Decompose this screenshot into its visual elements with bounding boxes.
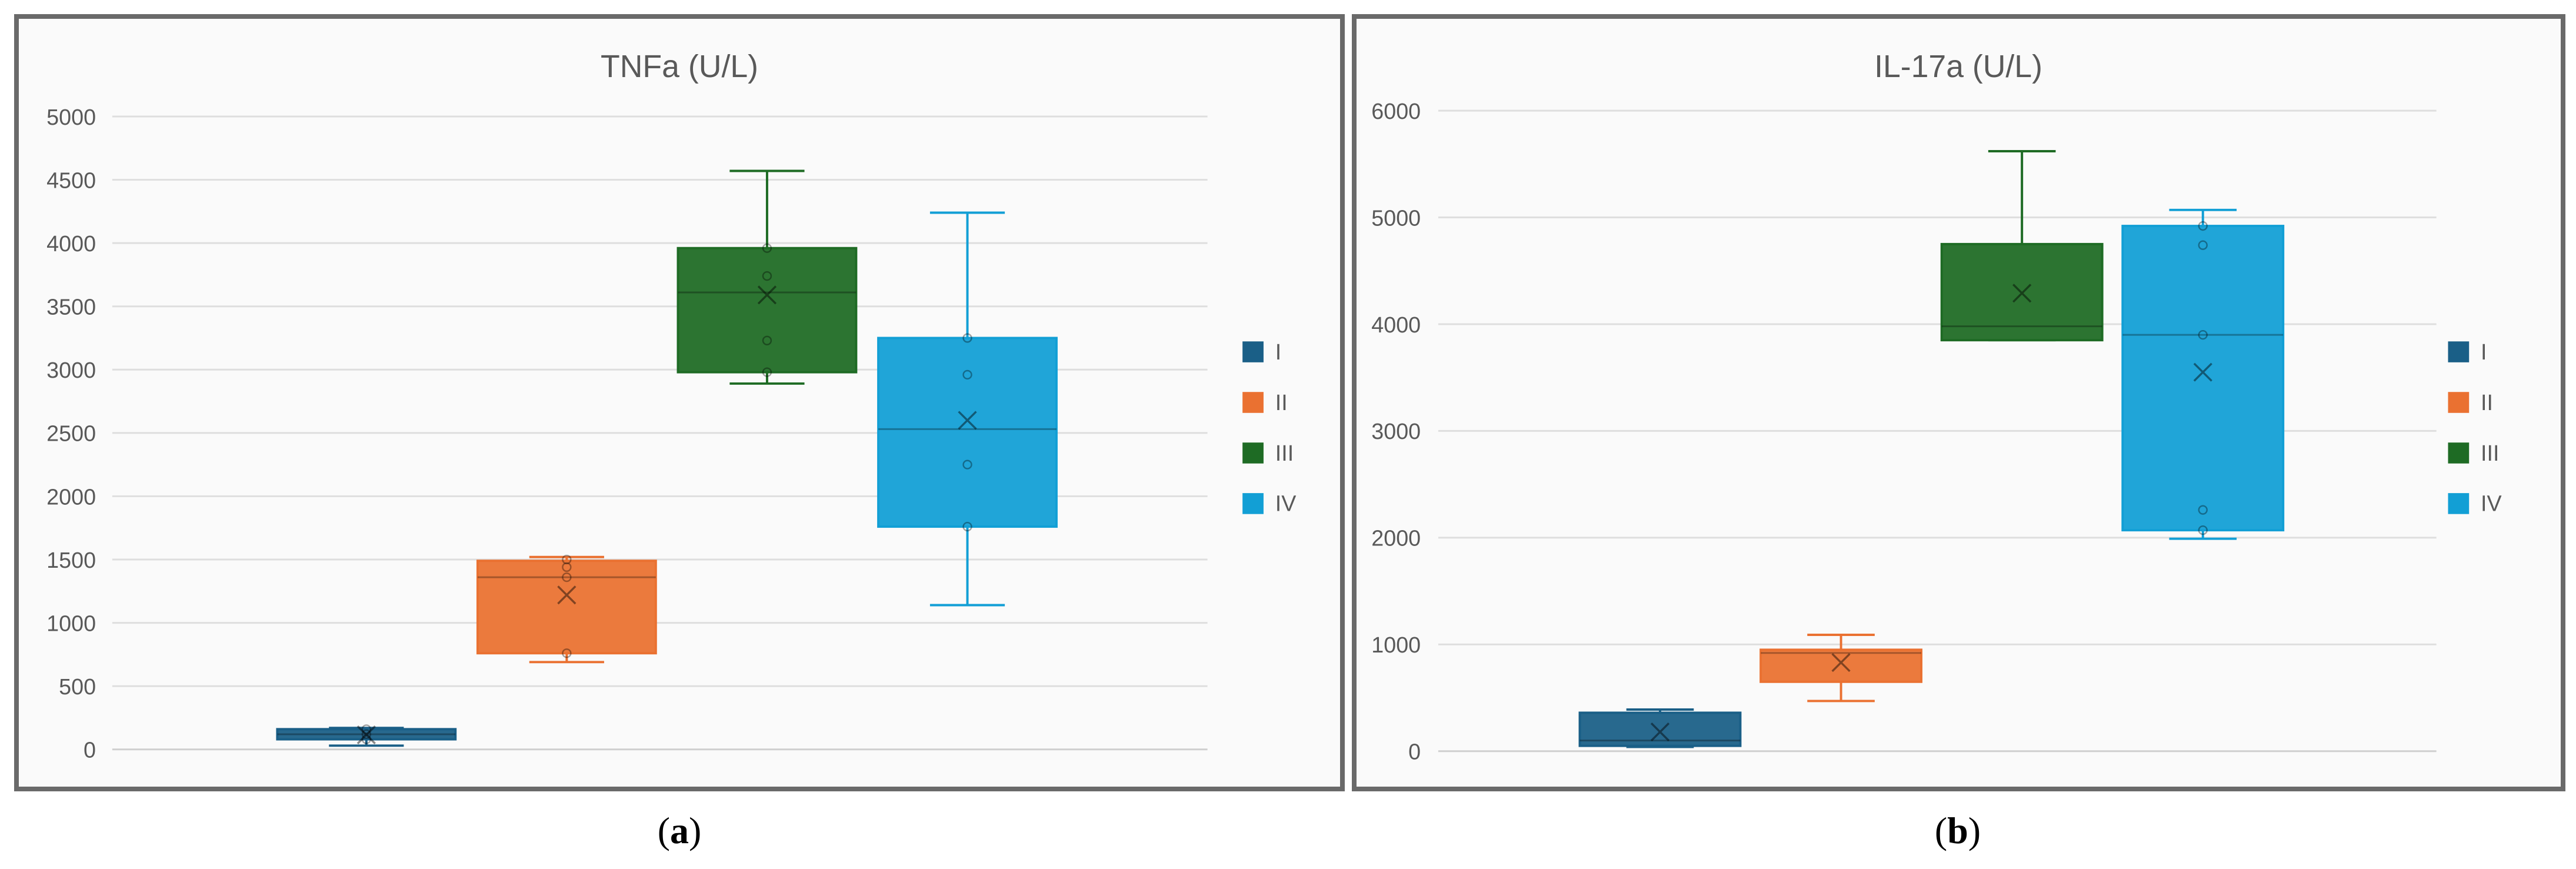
- legend-label: IV: [2481, 491, 2502, 516]
- data-point: [361, 734, 371, 744]
- data-point: [2198, 240, 2208, 250]
- y-tick-label: 4000: [46, 231, 96, 256]
- chart-panel-b: IL-17a (U/L) 0 1000 2000 3000 4000 5000 6000 I II…: [1352, 14, 2565, 791]
- box-iii: [677, 169, 858, 385]
- legend-swatch: [1242, 442, 1264, 464]
- mean-marker: [958, 411, 977, 430]
- data-point: [361, 729, 371, 740]
- legend-swatch: [2448, 392, 2470, 413]
- legend-label: II: [2481, 390, 2493, 415]
- legend-swatch: [2448, 493, 2470, 514]
- y-tick-label: 2500: [46, 421, 96, 446]
- mean-marker: [757, 285, 777, 305]
- caption-a-letter: a: [670, 810, 689, 851]
- data-point: [962, 369, 972, 380]
- data-point: [762, 271, 772, 281]
- y-tick-label: 6000: [1371, 99, 1421, 124]
- box-ii: [476, 554, 657, 664]
- legend-label: III: [1275, 441, 1294, 465]
- data-point: [562, 562, 572, 572]
- data-point: [762, 335, 772, 345]
- y-tick-label: 2000: [1371, 526, 1421, 551]
- il17a-box-chart: IL-17a (U/L)0100020003000400050006000III…: [1371, 49, 2502, 764]
- y-tick-label: 0: [1408, 740, 1421, 764]
- y-tick-label: 0: [84, 738, 96, 763]
- y-tick-label: 2000: [46, 484, 96, 509]
- box-i: [1578, 708, 1742, 748]
- caption-a: (a): [657, 810, 702, 851]
- legend-swatch: [1242, 341, 1264, 362]
- mean-marker: [2012, 284, 2032, 303]
- data-point: [962, 460, 972, 470]
- y-tick-label: 4500: [46, 168, 96, 192]
- iqr-box: [1759, 648, 1922, 683]
- box-iii: [1940, 150, 2104, 342]
- y-tick-label: 1500: [46, 548, 96, 572]
- box-iv: [2121, 208, 2285, 540]
- y-tick-label: 5000: [1371, 205, 1421, 230]
- mean-marker: [557, 585, 576, 605]
- legend-swatch: [2448, 442, 2470, 464]
- box-iv: [877, 211, 1058, 607]
- data-point: [762, 243, 772, 253]
- iqr-box: [276, 728, 457, 741]
- iqr-box: [1940, 242, 2104, 342]
- caption-b-letter: b: [1947, 810, 1968, 851]
- legend-swatch: [1242, 493, 1264, 514]
- chart-panel-a: TNFa (U/L) 0 500 1000 1500 2000 2500 3000 3500 40…: [14, 14, 1345, 791]
- iqr-box: [2121, 225, 2285, 532]
- tnfa-box-chart: TNFa (U/L) 0 500 1000 1500 2000 2500 3000 3500 40…: [46, 49, 1297, 763]
- legend-label: III: [2481, 441, 2499, 465]
- data-point: [2198, 221, 2208, 231]
- y-tick-label: 1000: [46, 611, 96, 636]
- caption-b: (b): [1934, 810, 1981, 851]
- data-point: [562, 554, 572, 565]
- data-point: [762, 367, 772, 377]
- data-point: [2198, 505, 2208, 515]
- y-tick-label: 1000: [1371, 632, 1421, 657]
- iqr-box: [677, 247, 858, 374]
- iqr-box: [476, 560, 657, 655]
- data-point: [562, 572, 572, 582]
- y-tick-label: 3000: [1371, 419, 1421, 444]
- legend-swatch: [2448, 341, 2470, 362]
- box-ii: [1759, 633, 1922, 702]
- box-i: [276, 724, 457, 747]
- iqr-box: [1578, 711, 1742, 747]
- legend-swatch: [1242, 392, 1264, 413]
- data-point: [2198, 329, 2208, 340]
- legend-label: IV: [1275, 491, 1297, 516]
- chart-title: IL-17a (U/L): [1874, 49, 2042, 84]
- data-point: [962, 333, 972, 343]
- mean-marker: [1650, 722, 1670, 742]
- data-point: [962, 521, 972, 532]
- y-tick-label: 5000: [46, 105, 96, 129]
- y-tick-label: 3000: [46, 358, 96, 382]
- data-point: [361, 724, 371, 734]
- legend-label: I: [2481, 339, 2487, 364]
- mean-marker: [2193, 362, 2212, 382]
- legend-label: II: [1275, 390, 1288, 415]
- legend-label: I: [1275, 339, 1281, 364]
- y-tick-label: 500: [59, 674, 96, 699]
- iqr-box: [877, 337, 1058, 528]
- chart-title: TNFa (U/L): [601, 49, 758, 84]
- y-tick-label: 3500: [46, 295, 96, 319]
- data-point: [2198, 525, 2208, 535]
- mean-marker: [356, 725, 376, 745]
- y-tick-label: 4000: [1371, 312, 1421, 337]
- mean-marker: [1831, 653, 1851, 672]
- data-point: [562, 648, 572, 658]
